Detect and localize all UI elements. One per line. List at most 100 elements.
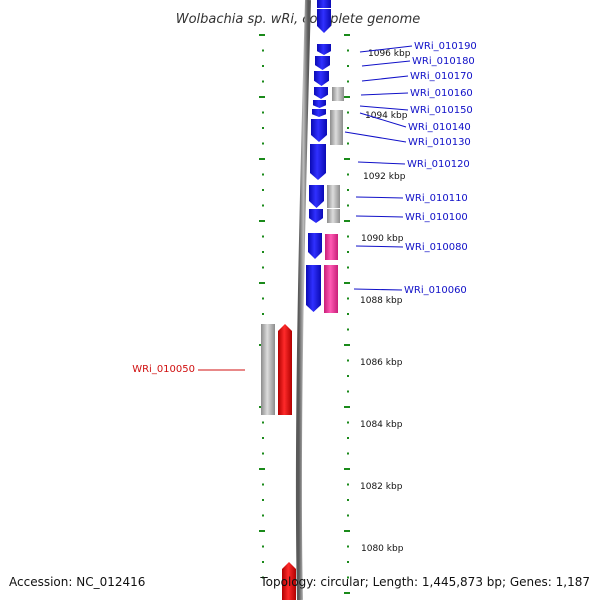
scale-minor-tick bbox=[347, 142, 349, 145]
scale-minor-tick bbox=[347, 375, 349, 377]
gene-label[interactable]: WRi_010060 bbox=[404, 285, 467, 296]
scale-minor-tick bbox=[262, 545, 264, 548]
scale-minor-tick bbox=[347, 111, 349, 114]
scale-minor-tick bbox=[262, 111, 264, 114]
gene-label-leader bbox=[361, 75, 409, 82]
accession-text: Accession: NC_012416 bbox=[9, 575, 145, 589]
gene-label[interactable]: WRi_010160 bbox=[410, 88, 473, 99]
genome-summary-text: Topology: circular; Length: 1,445,873 bp… bbox=[259, 575, 590, 589]
scale-minor-tick bbox=[347, 204, 349, 207]
scale-minor-tick bbox=[347, 545, 349, 548]
gene-feature bbox=[317, 0, 331, 8]
gene-label[interactable]: WRi_010180 bbox=[412, 56, 475, 67]
gene-feature bbox=[309, 209, 323, 223]
scale-minor-tick bbox=[262, 421, 264, 424]
scale-minor-tick bbox=[262, 235, 264, 238]
kbp-label: 1086 kbp bbox=[360, 358, 403, 368]
kbp-label: 1088 kbp bbox=[360, 296, 403, 306]
gene-label[interactable]: WRi_010110 bbox=[405, 193, 468, 204]
gene-label[interactable]: WRi_010080 bbox=[405, 242, 468, 253]
gene-label-leader bbox=[355, 215, 404, 218]
scale-minor-tick bbox=[347, 313, 349, 315]
gene-feature bbox=[312, 109, 326, 117]
scale-major-tick bbox=[344, 96, 350, 98]
scale-minor-tick bbox=[347, 127, 349, 129]
scale-minor-tick bbox=[262, 452, 264, 455]
gene-feature bbox=[313, 100, 326, 108]
scale-minor-tick bbox=[262, 266, 264, 269]
gene-label-leader bbox=[361, 60, 411, 67]
scale-minor-tick bbox=[347, 328, 349, 331]
scale-minor-tick bbox=[347, 65, 349, 67]
scale-minor-tick bbox=[262, 80, 264, 83]
scale-minor-tick bbox=[347, 421, 349, 424]
gene-label[interactable]: WRi_010190 bbox=[414, 41, 477, 52]
scale-minor-tick bbox=[262, 49, 264, 52]
scale-minor-tick bbox=[262, 514, 264, 517]
cds-feature bbox=[327, 185, 340, 208]
scale-major-tick bbox=[259, 34, 265, 36]
gene-label[interactable]: WRi_010150 bbox=[410, 105, 473, 116]
scale-minor-tick bbox=[347, 514, 349, 517]
scale-minor-tick bbox=[262, 483, 264, 486]
scale-minor-tick bbox=[262, 313, 264, 315]
gene-label-leader bbox=[355, 196, 404, 199]
scale-major-tick bbox=[344, 592, 350, 594]
kbp-label: 1096 kbp bbox=[368, 49, 411, 59]
kbp-label: 1084 kbp bbox=[360, 420, 403, 430]
scale-major-tick bbox=[344, 158, 350, 160]
gene-label-leader bbox=[344, 131, 407, 143]
gene-feature bbox=[311, 119, 327, 142]
gene-feature bbox=[315, 56, 330, 70]
scale-minor-tick bbox=[347, 251, 349, 253]
scale-major-tick bbox=[344, 282, 350, 284]
cds-feature bbox=[327, 209, 340, 223]
kbp-label: 1080 kbp bbox=[361, 544, 404, 554]
gene-labels: WRi_010190 WRi_010180 WRi_010170 WRi_010160… bbox=[132, 41, 477, 375]
cds-feature bbox=[330, 110, 343, 145]
scale-minor-tick bbox=[347, 561, 349, 563]
gene-feature bbox=[309, 185, 324, 208]
scale-minor-tick bbox=[347, 173, 349, 176]
gene-label[interactable]: WRi_010050 bbox=[132, 364, 195, 375]
gene-feature-red bbox=[282, 562, 296, 600]
scale-major-tick bbox=[344, 34, 350, 36]
gene-label-leader bbox=[355, 245, 404, 248]
kbp-label: 1082 kbp bbox=[360, 482, 403, 492]
scale-minor-tick bbox=[262, 561, 264, 563]
scale-minor-tick bbox=[262, 173, 264, 176]
scale-minor-tick bbox=[347, 576, 349, 579]
scale-major-tick bbox=[344, 344, 350, 346]
scale-major-tick bbox=[259, 530, 265, 532]
gene-label[interactable]: WRi_010170 bbox=[410, 71, 473, 82]
gene-label[interactable]: WRi_010100 bbox=[405, 212, 468, 223]
kbp-label: 1092 kbp bbox=[363, 172, 406, 182]
gene-label-leader bbox=[357, 161, 406, 165]
rna-feature bbox=[325, 234, 338, 260]
scale-minor-tick bbox=[262, 499, 264, 501]
gene-label[interactable]: WRi_010120 bbox=[407, 159, 470, 170]
scale-minor-tick bbox=[262, 576, 264, 579]
scale-minor-tick bbox=[262, 204, 264, 207]
cds-feature bbox=[261, 324, 275, 415]
gene-label-leader bbox=[353, 288, 403, 291]
scale-minor-tick bbox=[347, 49, 349, 52]
scale-minor-tick bbox=[347, 483, 349, 486]
scale-major-tick bbox=[259, 220, 265, 222]
scale-minor-tick bbox=[347, 390, 349, 393]
cds-feature bbox=[332, 87, 344, 101]
scale-major-tick bbox=[344, 406, 350, 408]
gene-label[interactable]: WRi_010130 bbox=[408, 137, 471, 148]
gene-feature bbox=[314, 71, 329, 86]
gene-label-leader bbox=[359, 105, 409, 111]
scale-major-tick bbox=[344, 220, 350, 222]
gene-label-leader bbox=[359, 45, 413, 53]
scale-minor-tick bbox=[347, 452, 349, 455]
scale-minor-tick bbox=[347, 266, 349, 269]
scale-major-tick bbox=[259, 96, 265, 98]
scale-minor-tick bbox=[347, 359, 349, 362]
gene-label[interactable]: WRi_010140 bbox=[408, 122, 471, 133]
scale-minor-tick bbox=[347, 235, 349, 238]
gene-feature-red bbox=[278, 324, 292, 415]
